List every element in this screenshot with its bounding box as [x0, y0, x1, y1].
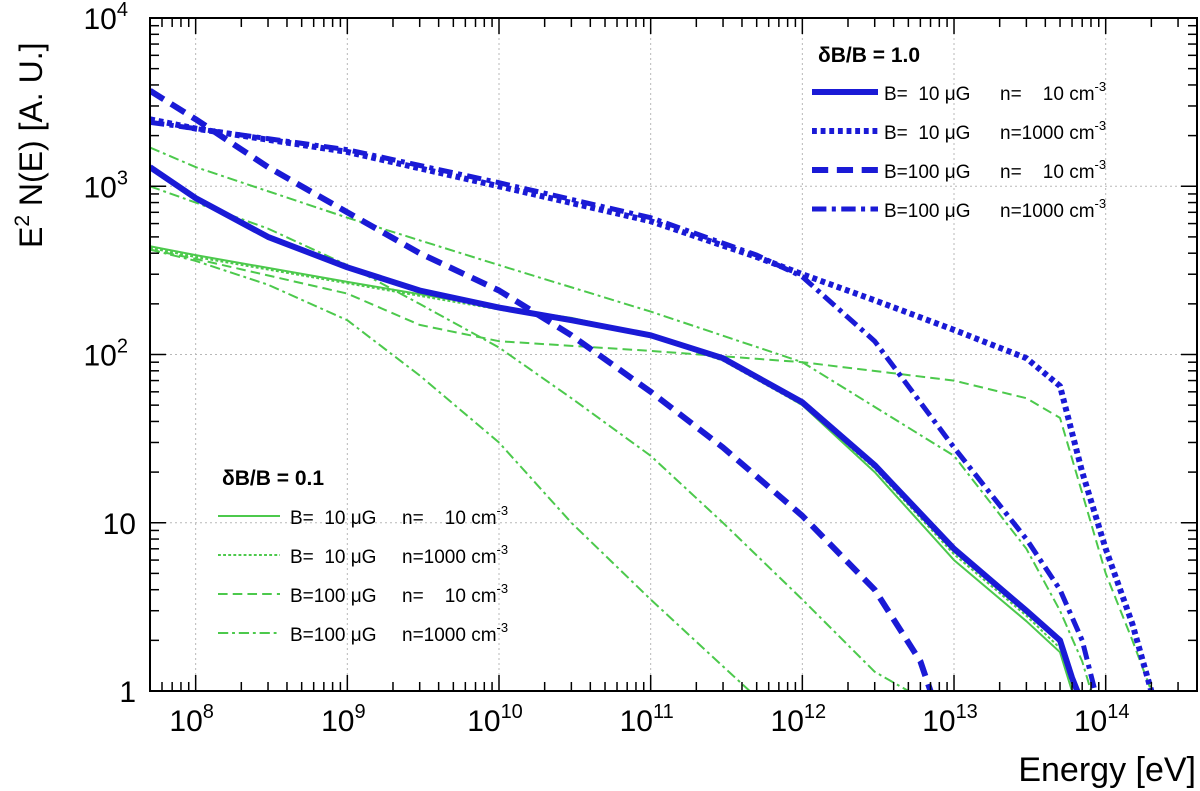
x-tick-label-base: 10: [771, 705, 804, 738]
legend-label-n: n= 10 cm-3: [1000, 157, 1106, 183]
legend-label-exp: -3: [1095, 118, 1107, 133]
legend-label-exp: -3: [497, 620, 509, 635]
legend-label-n-text: n= 10 cm: [402, 586, 497, 607]
tick-marks: [149, 17, 1198, 692]
legend-dbb-1: δB/B = 1.0 B= 10 μG n= 10 cm-3B= 10 μG n=1…: [812, 44, 1106, 222]
x-tick-label-base: 10: [321, 705, 354, 738]
legend-label-exp: -3: [497, 542, 509, 557]
y-tick-label: 10: [103, 508, 136, 541]
x-tick-label: 1010: [467, 701, 523, 738]
legend-label-n: n=1000 cm-3: [402, 542, 508, 568]
legend-title-dbb-1: δB/B = 1.0: [818, 44, 920, 67]
legend-label-exp: -3: [1095, 79, 1107, 94]
legend-label-n-text: n=1000 cm: [1000, 123, 1095, 144]
x-tick-label-exp: 9: [354, 701, 365, 723]
x-tick-label-exp: 13: [956, 701, 978, 723]
series-line-dbb1-0: [150, 164, 1081, 691]
y-tick-label: 1: [119, 676, 136, 709]
legend-label-exp: -3: [1095, 196, 1107, 211]
x-tick-label: 1012: [771, 701, 827, 738]
legend-label-b: B=100 μG: [290, 586, 376, 607]
y-tick-label-exp: 4: [117, 0, 128, 21]
y-axis-label: E2 N(E) [A. U.]: [11, 43, 49, 248]
x-tick-label-base: 10: [620, 705, 653, 738]
legend-label-b: B= 10 μG: [290, 508, 376, 529]
grid: [150, 17, 1197, 692]
legend-label-n-text: n=1000 cm: [1000, 201, 1095, 222]
legend-label-b: B= 10 μG: [884, 84, 970, 105]
series-line-dbb1-1: [150, 116, 1155, 691]
y-tick-label-base: 10: [103, 508, 136, 541]
x-tick-label: 108: [169, 701, 214, 738]
legend-label-n: n=1000 cm-3: [1000, 118, 1106, 144]
series-line-dbb01-8: [150, 185, 909, 691]
x-tick-label-exp: 11: [653, 701, 674, 723]
y-axis-label-rest: N(E) [A. U.]: [13, 43, 49, 215]
y-tick-label-exp: 3: [117, 167, 128, 189]
y-tick-label: 104: [84, 0, 129, 36]
series-line-dbb1-3: [150, 119, 1098, 691]
x-tick-label-exp: 12: [804, 701, 826, 723]
y-tick-label-base: 10: [84, 3, 117, 36]
legend-label-n-text: n= 10 cm: [1000, 84, 1095, 105]
series-line-dbb01-6: [150, 248, 1153, 691]
legend-title-dbb-01: δB/B = 0.1: [222, 467, 324, 490]
x-tick-label-exp: 10: [501, 701, 523, 723]
x-tick-label-base: 10: [922, 705, 955, 738]
x-tick-label-base: 10: [1074, 705, 1107, 738]
y-axis-label-sup: 2: [11, 215, 34, 227]
y-axis-label-base: E: [13, 227, 49, 248]
legend-label-exp: -3: [497, 503, 509, 518]
legend-label-exp: -3: [1095, 157, 1107, 172]
legend-label-n-text: n= 10 cm: [1000, 162, 1095, 183]
legend-dbb-01: δB/B = 0.1 B= 10 μG n= 10 cm-3B= 10 μG n=1…: [218, 467, 508, 646]
legend-label-n: n=1000 cm-3: [402, 620, 508, 646]
y-tick-label: 102: [84, 336, 129, 373]
series-line-dbb01-9: [150, 248, 751, 691]
x-tick-label-exp: 8: [203, 701, 214, 723]
series-line-dbb01-7: [150, 146, 1092, 691]
x-tick-label: 1011: [620, 701, 674, 738]
y-tick-label-exp: 2: [117, 336, 128, 358]
x-tick-label-base: 10: [467, 705, 500, 738]
legend-label-b: B= 10 μG: [290, 547, 376, 568]
legend-label-n-text: n=1000 cm: [402, 547, 497, 568]
series-line-dbb1-2: [150, 88, 934, 691]
legend-label-b: B=100 μG: [290, 625, 376, 646]
legend-label-n: n=1000 cm-3: [1000, 196, 1106, 222]
y-tick-label: 103: [84, 167, 129, 204]
legend-label-n: n= 10 cm-3: [402, 503, 508, 529]
legend-label-b: B=100 μG: [884, 162, 970, 183]
legend-label-n: n= 10 cm-3: [1000, 79, 1106, 105]
x-axis-label: Energy [eV]: [1018, 751, 1196, 789]
legend-label-n: n= 10 cm-3: [402, 581, 508, 607]
x-tick-label: 1013: [922, 701, 978, 738]
legend-label-n-text: n=1000 cm: [402, 625, 497, 646]
y-tick-label-base: 1: [119, 676, 136, 709]
series-group: [150, 88, 1155, 691]
x-tick-label-exp: 14: [1107, 701, 1129, 723]
legend-label-n-text: n= 10 cm: [402, 508, 497, 529]
x-tick-label-base: 10: [169, 705, 202, 738]
legend-label-b: B=100 μG: [884, 201, 970, 222]
x-tick-label: 1014: [1074, 701, 1130, 738]
x-tick-label: 109: [321, 701, 366, 738]
legend-label-b: B= 10 μG: [884, 123, 970, 144]
legend-label-exp: -3: [497, 581, 509, 596]
y-tick-label-base: 10: [84, 171, 117, 204]
y-tick-label-base: 10: [84, 340, 117, 373]
